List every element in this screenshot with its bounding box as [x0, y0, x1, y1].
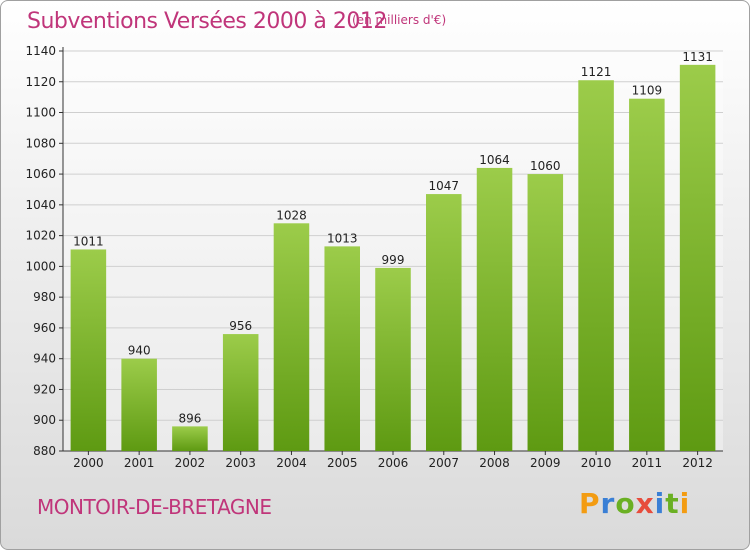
- x-tick-label: 2008: [479, 456, 510, 470]
- x-tick-label: 2010: [581, 456, 612, 470]
- data-label: 999: [382, 253, 405, 267]
- chart-subtitle: (en milliers d'€): [352, 13, 447, 27]
- x-tick-label: 2009: [530, 456, 561, 470]
- y-tick-label: 1140: [25, 44, 56, 58]
- data-label: 1060: [530, 159, 561, 173]
- y-tick-label: 980: [33, 290, 56, 304]
- x-tick-label: 2012: [682, 456, 713, 470]
- logo-letter: P: [579, 487, 601, 520]
- bar: [273, 223, 310, 451]
- logo-letter: i: [679, 487, 691, 520]
- data-label: 896: [178, 411, 201, 425]
- x-tick-label: 2005: [327, 456, 358, 470]
- bar: [375, 267, 411, 451]
- y-tick-label: 960: [33, 321, 56, 335]
- bar: [476, 167, 513, 451]
- bar: [70, 249, 107, 451]
- bar: [426, 194, 462, 452]
- bar: [121, 358, 157, 451]
- bar: [679, 64, 716, 451]
- y-tick-label: 1100: [25, 106, 56, 120]
- logo-letter: x: [635, 487, 655, 520]
- logo-letter: i: [654, 487, 666, 520]
- y-tick-label: 1000: [25, 259, 56, 273]
- data-label: 1013: [327, 231, 358, 245]
- y-tick-label: 1020: [25, 229, 56, 243]
- y-tick-label: 1040: [25, 198, 56, 212]
- commune-name: MONTOIR-DE-BRETAGNE: [37, 495, 272, 519]
- proxiti-logo[interactable]: Proxiti: [579, 487, 690, 520]
- logo-letter: r: [600, 487, 616, 520]
- logo-letter: o: [615, 487, 636, 520]
- data-label: 1047: [428, 179, 459, 193]
- bar: [222, 334, 259, 451]
- bar: [578, 80, 614, 451]
- x-tick-label: 2000: [73, 456, 104, 470]
- chart-title: Subventions Versées 2000 à 2012: [27, 9, 387, 34]
- x-tick-label: 2001: [124, 456, 155, 470]
- data-label: 956: [229, 319, 252, 333]
- y-tick-label: 940: [33, 352, 56, 366]
- x-tick-label: 2007: [428, 456, 459, 470]
- logo-letter: t: [665, 487, 680, 520]
- y-tick-label: 1060: [25, 167, 56, 181]
- data-label: 1011: [73, 234, 104, 248]
- x-tick-label: 2002: [175, 456, 206, 470]
- y-tick-label: 1120: [25, 75, 56, 89]
- bar: [629, 98, 665, 451]
- data-label: 1121: [581, 65, 612, 79]
- y-tick-label: 1080: [25, 136, 56, 150]
- data-label: 1028: [276, 208, 307, 222]
- data-label: 1131: [682, 50, 713, 64]
- x-tick-label: 2004: [276, 456, 307, 470]
- data-label: 1064: [479, 153, 510, 167]
- x-tick-label: 2003: [225, 456, 256, 470]
- y-tick-label: 900: [33, 413, 56, 427]
- bar: [527, 174, 564, 452]
- x-tick-label: 2011: [632, 456, 663, 470]
- bar: [172, 426, 208, 451]
- data-label: 940: [128, 344, 151, 358]
- y-tick-label: 880: [33, 444, 56, 458]
- bar: [324, 246, 360, 451]
- data-label: 1109: [632, 84, 663, 98]
- y-tick-label: 920: [33, 382, 56, 396]
- x-tick-label: 2006: [378, 456, 409, 470]
